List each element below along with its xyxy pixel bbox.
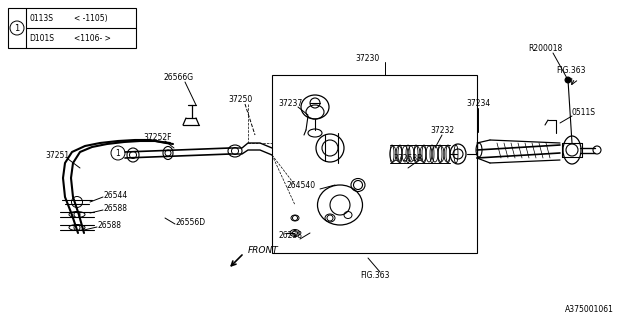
Text: < -1105): < -1105)	[74, 13, 108, 22]
Text: 37230: 37230	[355, 53, 380, 62]
Text: 0113S: 0113S	[29, 13, 53, 22]
Text: 264540: 264540	[286, 180, 315, 189]
Text: <1106- >: <1106- >	[74, 34, 111, 43]
Text: 37251: 37251	[45, 150, 69, 159]
Text: 37252F: 37252F	[143, 132, 172, 141]
Text: 37250: 37250	[228, 94, 252, 103]
Text: 1: 1	[116, 148, 120, 157]
Text: FRONT: FRONT	[248, 245, 279, 254]
Text: 1: 1	[14, 23, 20, 33]
Text: D101S: D101S	[29, 34, 54, 43]
Bar	[8, 8, 136, 48]
Text: 26556D: 26556D	[175, 218, 205, 227]
Text: 26588: 26588	[103, 204, 127, 212]
Text: 37237: 37237	[278, 99, 302, 108]
Text: 26566G: 26566G	[163, 73, 193, 82]
Text: 37253B: 37253B	[393, 154, 422, 163]
Text: 26544: 26544	[103, 190, 127, 199]
Text: R200018: R200018	[528, 44, 563, 52]
Text: 37232: 37232	[430, 125, 454, 134]
Text: 0511S: 0511S	[572, 108, 596, 116]
Text: 26238: 26238	[278, 230, 302, 239]
Text: 26588: 26588	[97, 220, 121, 229]
Text: 37234: 37234	[466, 99, 490, 108]
Circle shape	[565, 77, 571, 83]
Text: FIG.363: FIG.363	[360, 270, 390, 279]
Text: A375001061: A375001061	[565, 306, 614, 315]
Text: FIG.363: FIG.363	[556, 66, 586, 75]
Bar	[272, 75, 477, 253]
